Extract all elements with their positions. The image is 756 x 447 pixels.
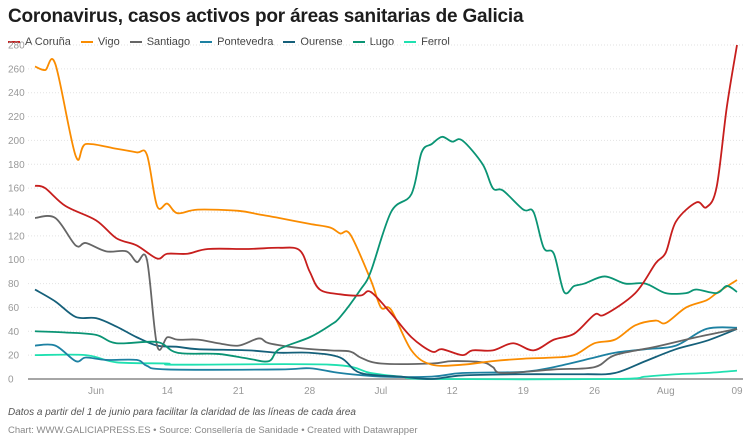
series-line-vigo <box>34 58 738 367</box>
legend-swatch <box>129 41 142 43</box>
chart-source: Chart: WWW.GALICIAPRESS.ES • Source: Con… <box>8 425 418 436</box>
y-tick-label: 160 <box>8 184 25 195</box>
legend-label: A Coruña <box>25 36 71 48</box>
x-tick-label: 09 <box>731 386 743 397</box>
legend-swatch <box>200 41 213 43</box>
x-tick-label: 19 <box>518 386 530 397</box>
series-line-santiago <box>34 215 738 374</box>
x-tick-label: 26 <box>589 386 601 397</box>
legend-swatch <box>352 41 365 43</box>
legend-item: A Coruña <box>8 36 71 48</box>
series-line-ourense <box>34 288 738 380</box>
series-line-lugo <box>34 135 738 363</box>
y-tick-label: 120 <box>8 231 25 242</box>
legend-swatch <box>404 41 417 43</box>
y-tick-label: 180 <box>8 160 25 171</box>
y-tick-label: 100 <box>8 255 25 266</box>
legend-swatch <box>283 41 296 43</box>
chart-note: Datos a partir del 1 de junio para facil… <box>8 407 356 418</box>
x-tick-label: Aug <box>657 386 675 397</box>
chart-title: Coronavirus, casos activos por áreas san… <box>8 6 524 27</box>
y-tick-label: 200 <box>8 136 25 147</box>
y-tick-label: 220 <box>8 112 25 123</box>
y-tick-label: 40 <box>8 327 20 338</box>
y-tick-label: 0 <box>8 375 14 386</box>
x-tick-label: 14 <box>162 386 174 397</box>
y-tick-label: 20 <box>8 351 20 362</box>
x-tick-label: Jul <box>375 386 388 397</box>
line-chart: 0 20 40 60 80 100 120 140 160 180 200 220 240 260 280 J… <box>8 41 743 397</box>
x-tick-label: 28 <box>304 386 316 397</box>
series-line-a-coruna <box>34 44 738 357</box>
y-tick-label: 260 <box>8 64 25 75</box>
y-tick-label: 60 <box>8 303 20 314</box>
x-tick-label: 12 <box>447 386 459 397</box>
series-line-pontevedra <box>34 326 738 378</box>
y-tick-label: 280 <box>8 41 25 52</box>
legend-swatch <box>8 41 20 43</box>
y-tick-label: 240 <box>8 88 25 99</box>
legend-item: Lugo <box>352 36 395 48</box>
legend-label: Lugo <box>369 36 395 48</box>
y-tick-label: 140 <box>8 208 25 219</box>
y-tick-label: 80 <box>8 279 20 290</box>
x-tick-label: Jun <box>88 386 104 397</box>
legend-swatch <box>80 41 93 43</box>
x-tick-label: 21 <box>233 386 245 397</box>
